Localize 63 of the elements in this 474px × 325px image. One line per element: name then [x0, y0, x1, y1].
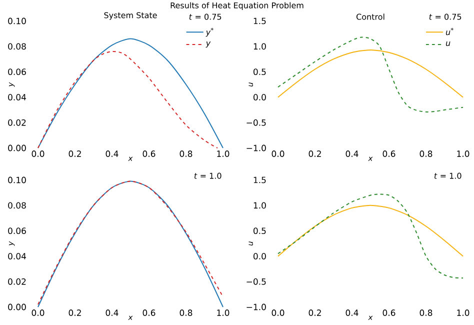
chart-subtitle: t = 0.75 — [429, 14, 462, 20]
y-tick-label: −1.0 — [246, 144, 266, 152]
y-tick-label: 0.08 — [8, 202, 26, 209]
y-tick-label: 0.00 — [8, 304, 26, 310]
x-tick-label: 0.0 — [32, 310, 44, 316]
x-tick-label: 1.0 — [457, 150, 470, 157]
x-tick-label: 0.2 — [308, 150, 321, 157]
x-tick-label: 0.8 — [420, 150, 432, 157]
y-tick-label: 0.04 — [8, 94, 26, 100]
legend-label: y$^{*}$ — [206, 28, 214, 37]
chart-title: System State — [104, 12, 157, 20]
y-tick-label: 0.0 — [254, 94, 266, 100]
x-tick-label: 0.6 — [382, 150, 396, 157]
y-tick-label: 1.5 — [254, 176, 266, 184]
legend-label: u$^{*}$ — [446, 28, 454, 36]
x-tick-label: 0.2 — [68, 310, 81, 316]
x-tick-label: 0.6 — [142, 150, 156, 157]
y-tick-label: 0.06 — [8, 228, 26, 234]
x-tick-label: 0.4 — [346, 310, 358, 316]
y-tick-label: 0.06 — [8, 68, 26, 76]
y-tick-label: −0.5 — [246, 278, 266, 285]
x-tick-label: 0.8 — [180, 150, 192, 157]
x-tick-label: 1.0 — [457, 310, 470, 316]
y-tick-label: 0.02 — [8, 119, 26, 126]
x-tick-label: 0.6 — [382, 310, 396, 316]
y-tick-label: 0.02 — [8, 278, 26, 285]
line-series — [278, 204, 464, 257]
x-tick-label: 0.2 — [308, 310, 321, 316]
y-tick-label: 0.5 — [254, 68, 266, 76]
x-tick-label: 0.2 — [68, 150, 81, 157]
chart-subtitle: t = 1.0 — [194, 172, 222, 179]
x-tick-label: 1.0 — [217, 150, 230, 157]
y-tick-label: −0.5 — [246, 119, 266, 126]
x-tick-label: 0.8 — [180, 310, 192, 316]
x-tick-label: 0.4 — [106, 150, 118, 157]
y-tick-label: 0.10 — [8, 18, 26, 24]
y-tick-label: 0.0 — [254, 252, 266, 260]
x-tick-label: 1.0 — [217, 310, 230, 316]
y-tick-label: 0.5 — [254, 228, 266, 234]
chart-subtitle: t = 1.0 — [434, 172, 462, 179]
y-tick-label: 1.5 — [254, 18, 266, 24]
x-tick-label: 0.0 — [272, 150, 284, 157]
y-tick-label: 0.00 — [8, 144, 26, 152]
y-tick-label: −1.0 — [246, 304, 266, 310]
legend-label: y — [206, 42, 211, 48]
y-tick-label: 1.0 — [254, 202, 266, 209]
y-tick-label: 0.04 — [8, 252, 26, 260]
legend-label: u — [446, 42, 450, 46]
x-tick-label: 0.4 — [346, 150, 358, 157]
text: Results of Heat Equation Problem — [170, 2, 304, 10]
line-series — [278, 194, 464, 279]
x-tick-label: 0.6 — [142, 310, 156, 316]
x-tick-label: 0.8 — [420, 310, 432, 316]
chart-title: Control — [356, 14, 384, 20]
x-tick-label: 0.0 — [32, 150, 44, 157]
x-tick-label: 0.0 — [272, 310, 284, 316]
chart-subtitle: t = 0.75 — [189, 14, 222, 20]
line-series — [278, 36, 464, 112]
y-tick-label: 1.0 — [254, 43, 266, 50]
line-series — [278, 49, 464, 98]
x-tick-label: 0.4 — [106, 310, 118, 316]
y-tick-label: 0.08 — [8, 43, 26, 50]
y-tick-label: 0.10 — [8, 176, 26, 184]
